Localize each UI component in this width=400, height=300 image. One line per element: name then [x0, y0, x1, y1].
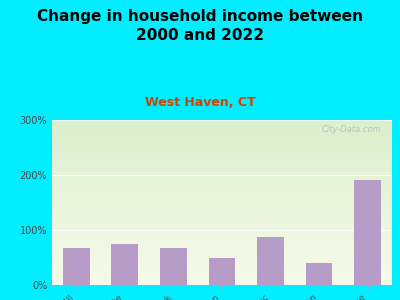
Bar — [209, 257, 235, 285]
Bar — [112, 244, 138, 285]
Bar — [354, 181, 381, 285]
Text: West Haven, CT: West Haven, CT — [145, 96, 255, 109]
Text: City-Data.com: City-Data.com — [322, 125, 382, 134]
Text: Change in household income between
2000 and 2022: Change in household income between 2000 … — [37, 9, 363, 43]
Bar — [63, 248, 90, 285]
Bar — [257, 237, 284, 285]
Bar — [160, 248, 187, 285]
Bar — [306, 263, 332, 285]
